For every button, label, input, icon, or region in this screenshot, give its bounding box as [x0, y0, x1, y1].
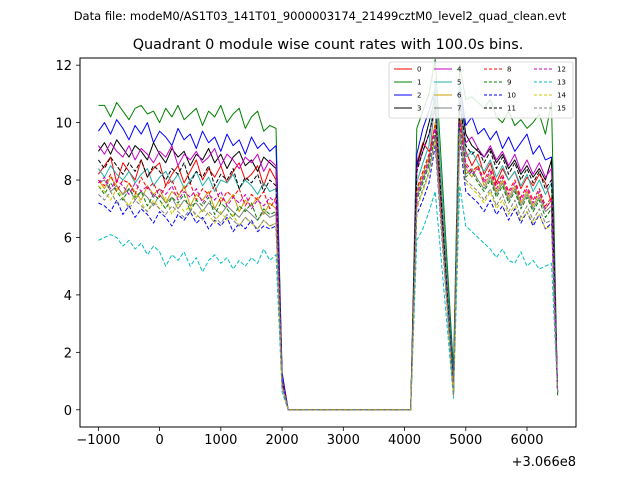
legend-label: 2	[417, 92, 421, 100]
x-tick-label: 3000	[327, 433, 360, 448]
legend-label: 11	[507, 105, 516, 113]
series-line-2	[97, 81, 559, 411]
legend-label: 15	[557, 105, 566, 113]
legend-label: 5	[457, 79, 461, 87]
series-line-10	[98, 139, 559, 411]
plot-area	[97, 58, 559, 411]
series-line-3	[97, 90, 559, 411]
legend-label: 4	[457, 66, 462, 74]
x-offset-label: +3.066e8	[512, 455, 576, 470]
legend-label: 7	[457, 105, 461, 113]
legend-label: 1	[417, 79, 421, 87]
legend-label: 12	[557, 66, 566, 74]
series-line-12	[98, 122, 559, 411]
y-tick-label: 4	[64, 289, 72, 304]
series-line-9	[97, 127, 559, 411]
x-tick-label: 4000	[388, 433, 421, 448]
y-axis: 0 2 4 6 8 10 12	[55, 59, 80, 419]
series-line-4	[97, 99, 559, 411]
y-tick-label: 0	[64, 404, 72, 419]
y-tick-label: 12	[55, 59, 72, 74]
x-tick-label: 6000	[510, 433, 543, 448]
y-tick-label: 2	[64, 346, 72, 361]
legend-label: 8	[507, 66, 511, 74]
series-line-1	[98, 58, 559, 411]
legend-label: 10	[507, 92, 516, 100]
series-line-15	[98, 130, 559, 411]
series-line-11	[97, 102, 559, 411]
series-line-8	[98, 119, 559, 411]
legend-label: 13	[557, 79, 566, 87]
legend-label: 0	[417, 66, 421, 74]
axes-frame	[79, 57, 577, 428]
suptitle: Data file: modeM0/AS1T03_141T01_90000031…	[74, 9, 567, 23]
chart-title: Quadrant 0 module wise count rates with …	[133, 37, 524, 53]
legend-label: 9	[507, 79, 511, 87]
series-line-0	[97, 116, 559, 411]
x-tick-label: −1000	[76, 433, 120, 448]
series-line-6	[97, 116, 559, 411]
y-tick-label: 6	[64, 231, 72, 246]
y-tick-label: 10	[55, 117, 72, 132]
legend-label: 14	[557, 92, 566, 100]
series-line-13	[98, 185, 559, 411]
y-tick-label: 8	[64, 174, 72, 189]
x-tick-label: 5000	[449, 433, 482, 448]
legend-box	[388, 61, 574, 119]
x-tick-label: 0	[155, 433, 163, 448]
x-axis: −1000 0 1000 2000 3000 4000 5000 6000	[76, 427, 544, 448]
legend-label: 3	[417, 105, 421, 113]
legend-label: 6	[457, 92, 462, 100]
x-tick-label: 1000	[204, 433, 237, 448]
x-tick-label: 2000	[266, 433, 299, 448]
